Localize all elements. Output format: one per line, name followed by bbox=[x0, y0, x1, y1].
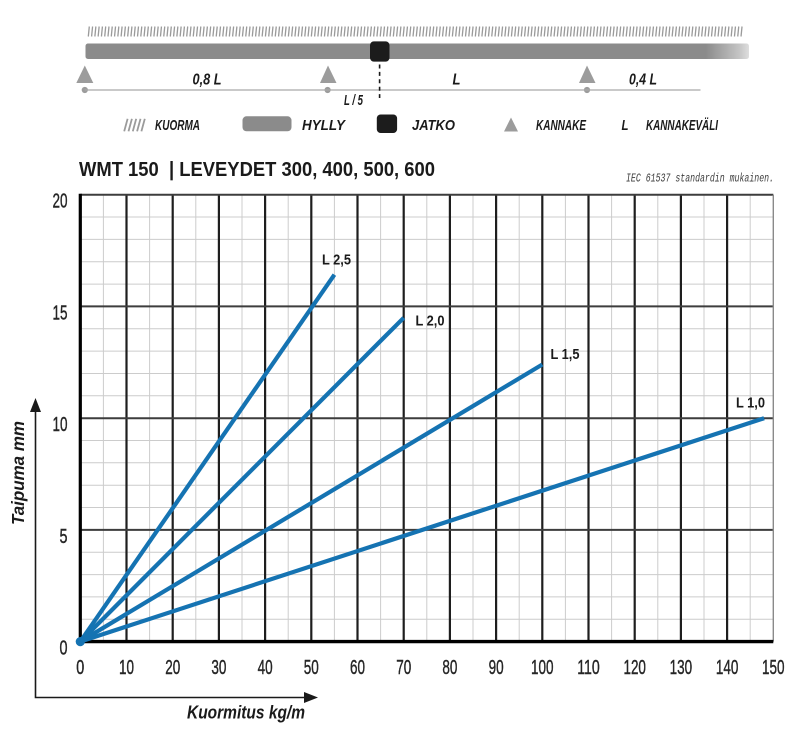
svg-text:0: 0 bbox=[76, 656, 84, 679]
svg-text:10: 10 bbox=[119, 656, 134, 679]
svg-text:KANNAKEVÄLI: KANNAKEVÄLI bbox=[646, 117, 719, 134]
svg-text:0: 0 bbox=[60, 637, 68, 660]
svg-text:140: 140 bbox=[716, 656, 739, 679]
svg-text:Taipuma mm: Taipuma mm bbox=[8, 421, 28, 525]
svg-text:40: 40 bbox=[258, 656, 273, 679]
svg-text:130: 130 bbox=[670, 656, 693, 679]
svg-text:Kuormitus kg/m: Kuormitus kg/m bbox=[187, 703, 305, 723]
svg-text:10: 10 bbox=[53, 413, 68, 436]
svg-text:L: L bbox=[453, 71, 461, 88]
svg-text:WMT 150 | LEVEYDET 300, 400,: WMT 150 | LEVEYDET 300, 400, 500, 600 bbox=[79, 159, 435, 181]
svg-text:90: 90 bbox=[489, 656, 504, 679]
svg-text:L 1,0: L 1,0 bbox=[736, 395, 765, 412]
svg-text:20: 20 bbox=[53, 190, 68, 213]
svg-text:30: 30 bbox=[211, 656, 226, 679]
svg-text:60: 60 bbox=[350, 656, 365, 679]
svg-text:L 2,5: L 2,5 bbox=[322, 252, 351, 269]
svg-text:0,4 L: 0,4 L bbox=[629, 71, 657, 88]
svg-text:KANNAKE: KANNAKE bbox=[536, 117, 587, 134]
svg-text:0,8 L: 0,8 L bbox=[193, 71, 222, 88]
svg-text:L 2,0: L 2,0 bbox=[416, 313, 445, 330]
svg-text:HYLLY: HYLLY bbox=[302, 117, 347, 134]
svg-text:5: 5 bbox=[60, 525, 68, 548]
svg-text:L: L bbox=[622, 117, 629, 134]
svg-text:150: 150 bbox=[762, 656, 785, 679]
svg-text:L 1,5: L 1,5 bbox=[551, 346, 580, 363]
svg-text:70: 70 bbox=[396, 656, 411, 679]
svg-text:100: 100 bbox=[531, 656, 554, 679]
svg-text:110: 110 bbox=[577, 656, 600, 679]
svg-text:JATKO: JATKO bbox=[412, 117, 455, 134]
svg-text:L / 5: L / 5 bbox=[344, 93, 364, 109]
svg-text:KUORMA: KUORMA bbox=[155, 117, 200, 134]
svg-text:50: 50 bbox=[304, 656, 319, 679]
svg-text:IEC 61537 standardin mukainen.: IEC 61537 standardin mukainen. bbox=[626, 172, 774, 186]
svg-text:80: 80 bbox=[442, 656, 457, 679]
svg-text:20: 20 bbox=[165, 656, 180, 679]
svg-text:120: 120 bbox=[623, 656, 646, 679]
svg-text:15: 15 bbox=[53, 301, 68, 324]
